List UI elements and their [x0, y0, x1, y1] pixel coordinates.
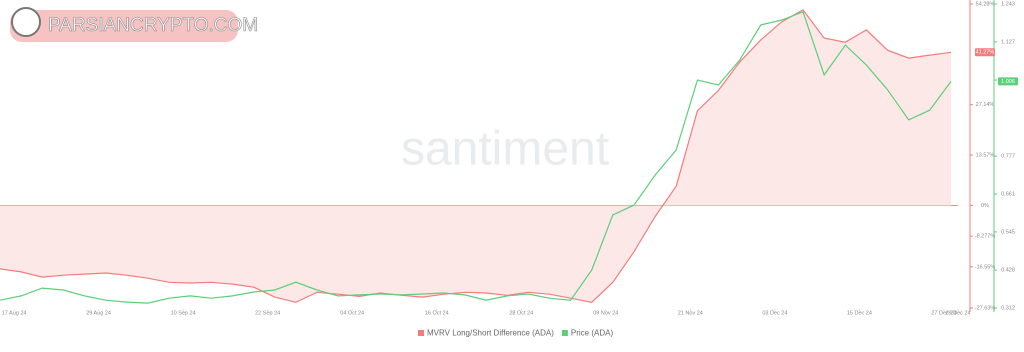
value-label-box [975, 48, 995, 57]
x-tick-label: 17 Aug 24 [2, 310, 27, 316]
y-tick-label: 27.14% [976, 102, 995, 108]
y2-tick-label: 1.127 [1001, 39, 1015, 45]
x-tick-label: 10 Sep 24 [171, 310, 196, 316]
x-tick-label: 29 Aug 24 [86, 310, 111, 316]
y-tick-label: -16.55% [975, 264, 996, 270]
x-tick-label: 22 Sep 24 [255, 310, 280, 316]
x-tick-label: 28 Oct 24 [509, 310, 533, 316]
y2-tick-label: 0.777 [1001, 154, 1015, 160]
area [0, 9, 951, 303]
y-tick-label: 54.28% [976, 1, 995, 7]
y2-tick-label: 0.545 [1001, 229, 1015, 235]
value-label-box [998, 77, 1018, 86]
legend-swatch [561, 330, 568, 336]
x-tick-label: 21 Nov 24 [678, 310, 703, 316]
y2-tick-label: 1.243 [1001, 1, 1015, 7]
logo-badge [10, 10, 238, 42]
legend-label: Price (ADA) [571, 329, 614, 338]
watermark: santiment [401, 123, 609, 176]
y-tick-label: -27.63% [975, 305, 996, 311]
y-tick-label: 13.57% [976, 153, 995, 159]
logo-icon [11, 7, 41, 37]
y2-tick-label: 0.428 [1001, 268, 1015, 274]
x-tick-label: 09 Nov 24 [593, 310, 618, 316]
x-tick-label: 16 Oct 24 [425, 310, 449, 316]
y-tick-label: -8.277% [975, 234, 996, 240]
x-tick-label: 03 Dec 24 [762, 310, 787, 316]
x-tick-label: 27 Dec 24 [931, 310, 956, 316]
logo-text: PARSIANCRYPTO.COM [48, 15, 258, 36]
y2-tick-label: 0.312 [1001, 305, 1015, 311]
y-tick-label: 0% [981, 203, 989, 209]
y2-tick-label: 0.661 [1001, 191, 1015, 197]
line [0, 11, 952, 304]
x-tick-label: 15 Dec 24 [847, 310, 872, 316]
value-label: 41.27% [976, 50, 995, 56]
x-tick-label: 04 Oct 24 [340, 310, 364, 316]
value-label: 1.006 [1001, 79, 1015, 85]
x-tick-label: 29 Dec 24 [945, 310, 970, 316]
legend-swatch [418, 330, 424, 336]
legend-label: MVRV Long/Short Difference (ADA) [427, 329, 554, 338]
